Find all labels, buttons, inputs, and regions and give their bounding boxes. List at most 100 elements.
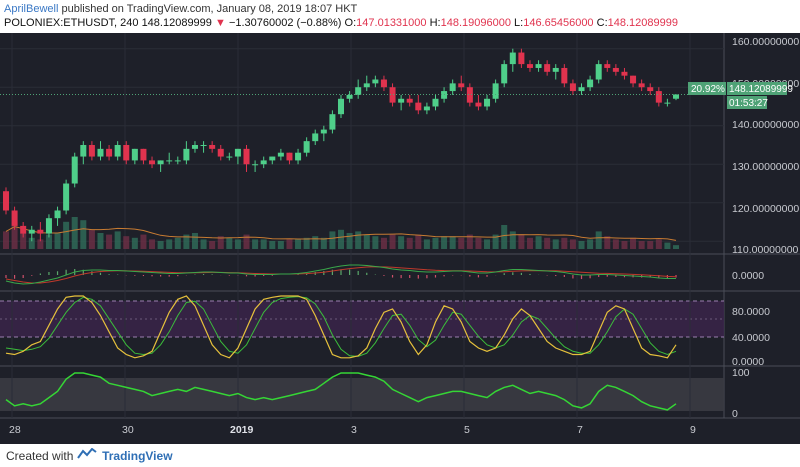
open-label: O: [344,17,357,29]
published-text: published on TradingView.com, January 08… [61,3,358,15]
volume-bar [123,236,130,249]
candle-body [380,79,387,88]
volume-bar [20,233,27,249]
volume-bar [320,237,327,249]
symbol-label: POLONIEX:ETHUSDT, 240 [4,17,139,29]
candle-body [501,64,508,84]
volume-bar [363,234,370,249]
candle-body [372,79,379,84]
close-value: 148.12089999 [607,17,678,29]
volume-bar [28,237,35,249]
candle-body [269,156,276,161]
volume-bar [140,234,147,249]
candle-body [88,145,95,157]
price-tick-label: 120.00000000 [732,203,799,215]
candle-body [295,152,302,161]
down-arrow-icon: ▼ [214,17,226,29]
chart-svg[interactable]: 160.00000000 150.00000000 140.00000000 1… [0,33,800,444]
macd-line [5,264,676,285]
candle-body [157,160,164,165]
candle-body [71,156,78,184]
time-tick-label: 9 [690,424,696,436]
candle-body [638,83,645,88]
last-price-label: 148.12089999 [729,84,793,95]
candle-body [114,145,121,157]
candle-body [11,210,18,226]
rsi-band [0,378,724,411]
volume-bar [234,239,241,249]
candle-body [20,225,27,234]
high-value: 148.19096000 [440,17,511,29]
candle-body [320,129,327,134]
open-value: 147.01331000 [356,17,427,29]
volume-bar [484,239,491,249]
volume-pct-label: 20.92% [691,84,725,95]
candle-body [97,148,104,157]
volume-bar [535,236,542,249]
time-tick-label: 5 [464,424,470,436]
volume-bar [398,236,405,249]
volume-bar [149,239,156,249]
candle-body [329,114,336,130]
volume-bar [466,234,473,249]
volume-bar [45,234,52,249]
price-tick-label: 130.00000000 [732,161,799,173]
high-label: H: [429,17,441,29]
time-tick-label: 7 [577,424,583,436]
volume-bar [621,241,628,249]
candle-body [252,164,259,166]
volume-bar [97,233,104,249]
volume-bar [2,231,10,249]
candle-body [655,91,662,103]
stoch-tick-label: 80.0000 [732,306,770,318]
volume-bar [11,221,18,249]
candle-body [363,83,370,88]
candle-body [209,145,216,149]
candle-body [355,87,362,95]
candle-body [587,79,594,88]
candle-body [80,145,87,157]
tradingview-brand: TradingView [102,449,173,463]
time-tick-label: 30 [122,424,134,436]
candle-body [243,148,250,165]
candle-body [63,183,70,211]
candle-body [492,83,499,99]
candle-body [449,83,456,92]
candle-body [217,148,224,157]
volume-bar [664,242,671,249]
author-link[interactable]: AprilBewell [4,3,59,15]
volume-bar [303,237,310,249]
volume-bar [217,236,224,249]
candle-body [200,145,207,146]
volume-bar [569,239,576,249]
volume-bar [406,237,413,249]
volume-bar [37,239,44,249]
candle-body [2,191,10,211]
publish-line: AprilBewell published on TradingView.com… [4,2,357,16]
candle-body [398,98,405,103]
stoch-tick-label: 0.0000 [732,356,764,368]
candle-body [578,87,585,92]
chart-area[interactable]: 160.00000000 150.00000000 140.00000000 1… [0,33,800,444]
candle-body [346,94,353,99]
price-tick-label: 140.00000000 [732,119,799,131]
volume-bar [552,239,559,249]
volume-bar [647,241,654,249]
rsi-tick-label: 100 [732,367,750,379]
created-with[interactable]: Created with TradingView [6,447,173,463]
stoch-tick-label: 40.0000 [732,332,770,344]
tradingview-logo-icon [76,447,99,463]
time-tick-label: 28 [9,424,21,436]
candle-body [466,87,473,103]
volume-bar [174,237,181,249]
chart-header: AprilBewell published on TradingView.com… [0,0,800,32]
volume-bar [114,231,121,249]
stoch-k-line [5,295,677,359]
candlesticks [2,48,680,242]
candle-body [337,98,345,115]
volume-bar [389,234,396,249]
volume-ma-line [5,226,677,241]
candle-body [174,160,181,162]
candle-body [526,64,533,68]
candle-body [54,210,61,219]
